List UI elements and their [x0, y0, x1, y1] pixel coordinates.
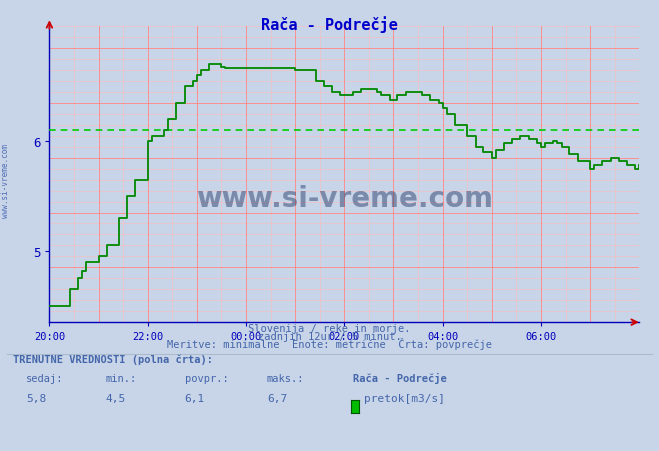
- Text: Rača - Podrečje: Rača - Podrečje: [353, 372, 446, 383]
- Text: pretok[m3/s]: pretok[m3/s]: [364, 393, 445, 403]
- Text: www.si-vreme.com: www.si-vreme.com: [196, 184, 493, 212]
- Text: 4,5: 4,5: [105, 393, 126, 403]
- Text: maks.:: maks.:: [267, 373, 304, 383]
- Text: www.si-vreme.com: www.si-vreme.com: [1, 143, 10, 217]
- Text: povpr.:: povpr.:: [185, 373, 228, 383]
- Text: Rača - Podrečje: Rača - Podrečje: [261, 16, 398, 32]
- Text: TRENUTNE VREDNOSTI (polna črta):: TRENUTNE VREDNOSTI (polna črta):: [13, 353, 213, 364]
- Text: zadnjih 12ur / 5 minut.: zadnjih 12ur / 5 minut.: [258, 331, 401, 341]
- Text: 6,1: 6,1: [185, 393, 205, 403]
- Text: Meritve: minimalne  Enote: metrične  Črta: povprečje: Meritve: minimalne Enote: metrične Črta:…: [167, 337, 492, 349]
- Text: Slovenija / reke in morje.: Slovenija / reke in morje.: [248, 323, 411, 333]
- Text: 5,8: 5,8: [26, 393, 47, 403]
- Text: min.:: min.:: [105, 373, 136, 383]
- Text: 6,7: 6,7: [267, 393, 287, 403]
- Text: sedaj:: sedaj:: [26, 373, 64, 383]
